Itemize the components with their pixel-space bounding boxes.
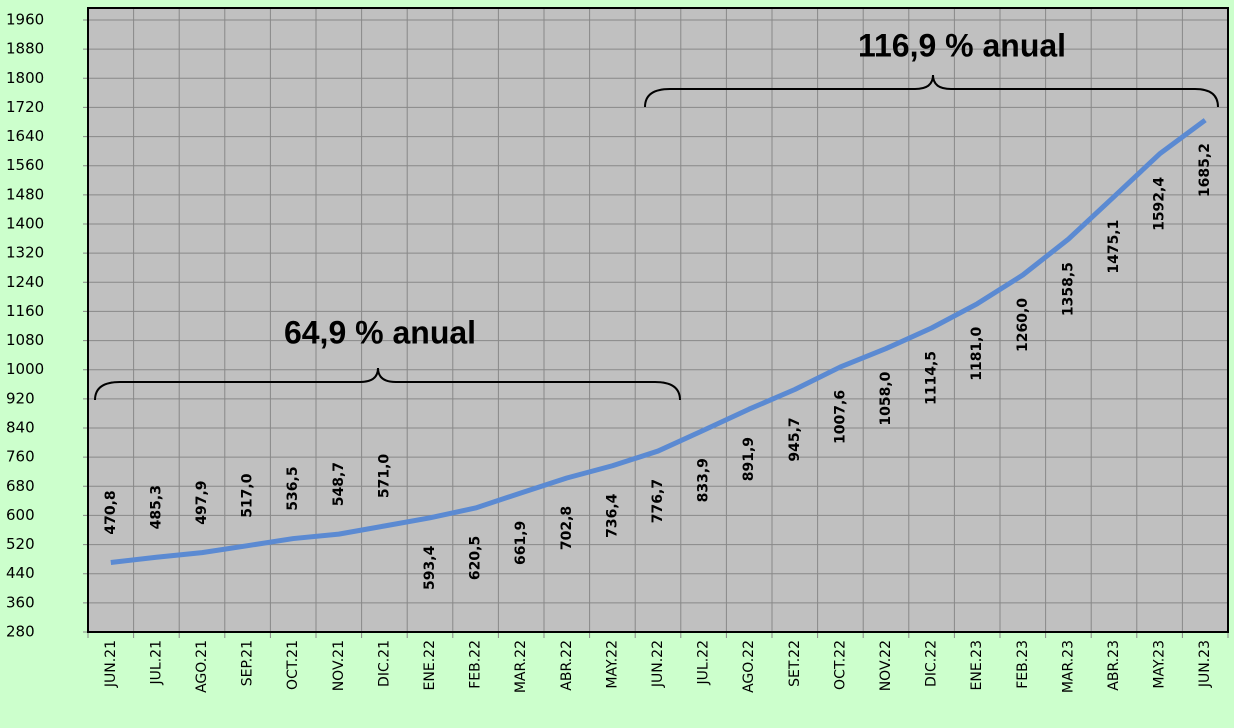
y-tick-label: 1000 [6,360,44,378]
data-label: 1058,0 [878,371,894,425]
y-tick-label: 840 [6,419,35,437]
y-tick-label: 520 [6,535,35,553]
x-tick-label: ABR.22 [559,640,575,691]
y-tick-label: 920 [6,389,35,407]
data-label: 1685,2 [1197,143,1213,197]
y-tick-label: 1480 [6,185,44,203]
data-label: 1475,1 [1106,220,1122,274]
data-label: 1592,4 [1152,177,1168,231]
data-label: 485,3 [148,485,164,529]
x-tick-label: AGO.22 [741,640,757,693]
x-tick-label: SET.22 [787,640,803,687]
x-tick-label: MAY.23 [1152,640,1168,689]
y-tick-label: 1080 [6,331,44,349]
y-tick-label: 760 [6,448,35,466]
data-label: 945,7 [787,417,803,461]
data-label: 536,5 [285,466,301,510]
line [110,118,1207,565]
x-tick-label: MAR.22 [513,640,529,693]
data-label: 833,9 [696,458,712,502]
data-label: 571,0 [376,454,392,499]
y-tick-label: 600 [6,506,35,524]
data-label: 661,9 [513,521,529,565]
x-tick-label: MAY.22 [604,640,620,689]
y-tick-label: 1720 [6,98,44,116]
data-label: 1181,0 [969,327,985,381]
brace [94,367,681,401]
x-tick-label: JUN.22 [650,640,666,688]
data-label: 1007,6 [832,390,848,444]
x-tick-label: MAR.23 [1060,640,1076,693]
x-tick-label: ENE.23 [969,640,985,690]
y-tick-label: 1960 [6,11,44,29]
y-tick-label: 360 [6,593,35,611]
data-label: 736,4 [604,493,620,538]
y-tick-label: 440 [6,564,35,582]
x-tick-label: JUN.23 [1197,640,1213,688]
x-tick-label: JUN.21 [103,640,119,688]
data-label: 1114,5 [924,351,940,405]
plot-area [88,8,1228,632]
data-label: 620,5 [468,536,484,580]
x-tick-label: JUL.22 [696,640,712,685]
data-label: 776,7 [650,479,666,523]
data-label: 470,8 [103,490,119,534]
x-tick-label: AGO.21 [194,640,210,693]
data-label: 702,8 [559,506,575,550]
x-tick-label: FEB.23 [1015,640,1031,689]
data-label: 1358,5 [1060,262,1076,316]
y-tick-label: 1640 [6,127,44,145]
x-tick-label: NOV.21 [331,640,347,691]
data-label: 1260,0 [1015,298,1031,352]
y-tick-label: 1160 [6,302,44,320]
annotation: 64,9 % anual [284,314,476,350]
x-tick-label: DIC.22 [924,640,940,687]
brace [644,74,1219,108]
data-label: 517,0 [240,473,256,518]
data-label: 497,9 [194,480,210,524]
x-tick-label: FEB.22 [468,640,484,689]
x-tick-label: JUL.21 [148,640,164,685]
data-label: 891,9 [741,437,757,481]
y-tick-label: 1800 [6,69,44,87]
y-tick-label: 1560 [6,156,44,174]
annotation: 116,9 % anual [858,27,1066,63]
y-tick-label: 1240 [6,273,44,291]
x-tick-label: OCT.21 [285,640,301,690]
y-tick-label: 1880 [6,40,44,58]
x-tick-label: OCT.22 [832,640,848,690]
x-tick-label: SEP.21 [240,640,256,686]
data-label: 548,7 [331,462,347,506]
y-tick-label: 1320 [6,244,44,262]
x-tick-label: DIC.21 [376,640,392,687]
data-label: 593,4 [422,545,438,590]
x-tick-label: ABR.23 [1106,640,1122,691]
y-tick-label: 1400 [6,215,44,233]
x-tick-label: ENE.22 [422,640,438,690]
x-tick-label: NOV.22 [878,640,894,691]
plot-border [87,7,1229,633]
y-tick-label: 680 [6,477,35,495]
y-tick-label: 280 [6,623,35,641]
